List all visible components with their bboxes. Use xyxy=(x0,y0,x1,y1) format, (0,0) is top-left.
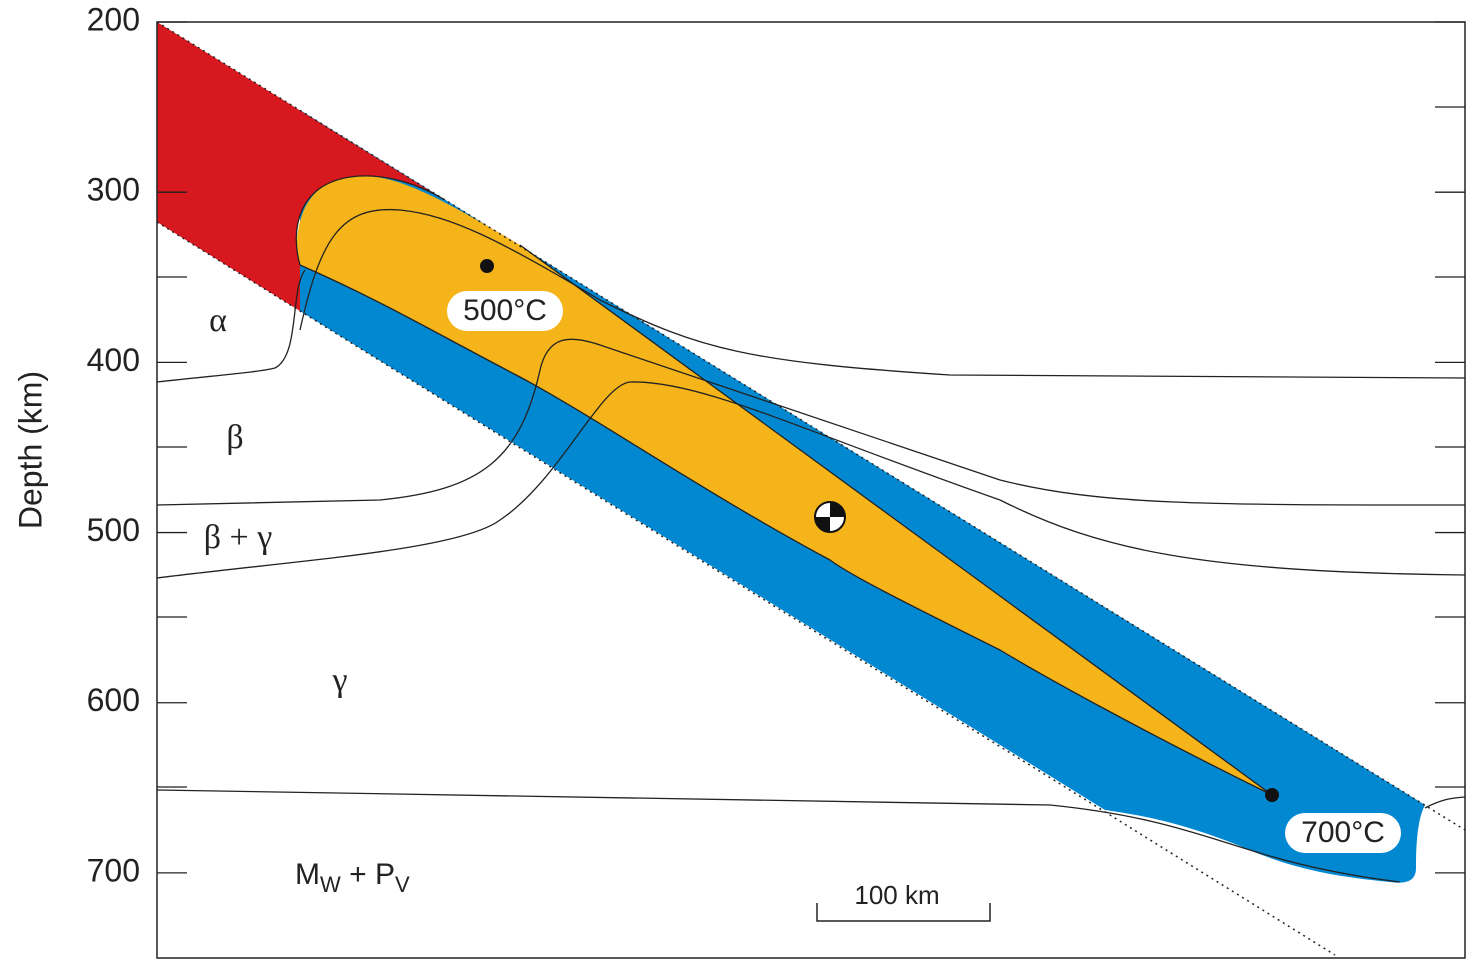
y-tick-label: 200 xyxy=(87,1,140,37)
phase-boundary xyxy=(1425,797,1465,808)
y-tick-label: 600 xyxy=(87,682,140,718)
phase-label-part: M xyxy=(295,858,320,891)
diagram: 500°C 700°C α β β + γ γ MW + PV 100 km D… xyxy=(0,0,1470,966)
phase-label-part: V xyxy=(395,872,410,897)
phase-label-part: + P xyxy=(341,858,395,891)
axis-label: Depth (km) xyxy=(12,371,48,529)
y-tick-label: 700 xyxy=(87,852,140,888)
temperature-label: 500°C xyxy=(463,294,547,327)
temperature-label: 700°C xyxy=(1301,816,1385,849)
slab-edge xyxy=(157,222,1335,955)
scale-bar-label: 100 km xyxy=(854,880,939,910)
y-tick-label: 500 xyxy=(87,512,140,548)
phase-label-part: W xyxy=(320,872,341,897)
marker xyxy=(1265,788,1279,802)
y-tick-label: 300 xyxy=(87,172,140,208)
slab-orange xyxy=(296,176,1272,795)
phase-label: γ xyxy=(331,662,347,699)
phase-label: β xyxy=(226,419,243,456)
phase-label: MW + PV xyxy=(295,858,410,897)
y-tick-label: 400 xyxy=(87,342,140,378)
focal-mechanism xyxy=(815,502,845,532)
phase-label: β + γ xyxy=(204,519,273,556)
phase-label: α xyxy=(209,302,227,339)
marker xyxy=(480,259,494,273)
